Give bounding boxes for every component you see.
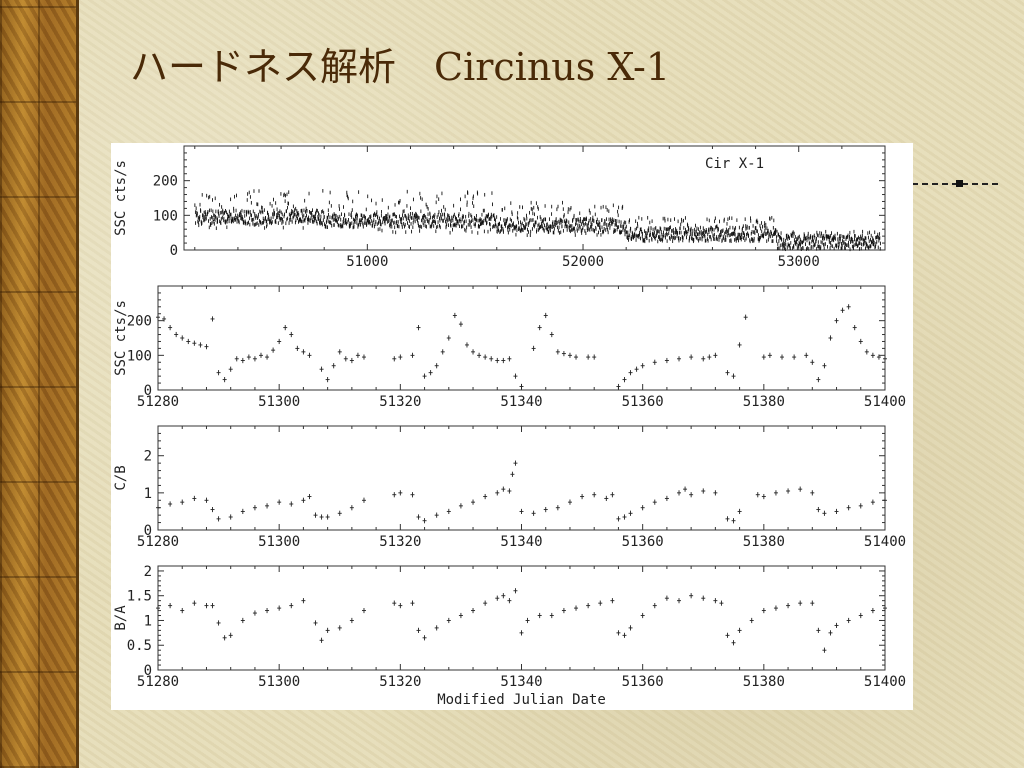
- x-axis-title: Modified Julian Date: [437, 692, 606, 708]
- sidebar-edge-divider: [76, 0, 79, 768]
- plot-frame: [157, 425, 886, 531]
- x-tick-label: 51340: [500, 394, 542, 410]
- x-tick-label: 51320: [379, 394, 421, 410]
- y-tick-label: 200: [153, 174, 178, 190]
- x-tick-label: 51340: [500, 674, 542, 690]
- y-tick-label: 2: [144, 564, 152, 580]
- x-tick-label: 51400: [864, 674, 906, 690]
- data-points: [194, 189, 881, 252]
- plot-frame: [183, 145, 886, 251]
- y-axis-title: SSC cts/s: [113, 300, 129, 376]
- wood-sidebar-decoration: [0, 0, 76, 768]
- plot-frame: [157, 285, 886, 391]
- data-points: [156, 304, 887, 390]
- y-axis-title: B/A: [113, 605, 129, 631]
- x-tick-label: 51320: [379, 674, 421, 690]
- x-tick-label: 51380: [743, 674, 785, 690]
- x-tick-label: 51400: [864, 534, 906, 550]
- x-tick-label: 51380: [743, 394, 785, 410]
- y-tick-label: 0: [144, 383, 152, 399]
- x-tick-label: 51280: [137, 394, 179, 410]
- chart-panel-3: 51280 51300 51320 51340 51360 51380 51400 0 1 2 C/…: [113, 425, 906, 550]
- x-tick-label: 51320: [379, 534, 421, 550]
- x-tick-label: 51280: [137, 534, 179, 550]
- x-tick-label: 53000: [778, 254, 820, 270]
- y-tick-label: 0: [144, 523, 152, 539]
- data-points: [156, 460, 887, 524]
- x-tick-label: 51380: [743, 534, 785, 550]
- chart-annotation: Cir X-1: [705, 156, 764, 172]
- chart-panel-4: 51280 51300 51320 51340 51360 51380 51400 0 0.5 1…: [113, 564, 906, 708]
- chart-panel: 51000 52000 53000 0 100 200 SSC cts/s Cir X-1 51…: [111, 143, 913, 710]
- chart-panel-1: 51000 52000 53000 0 100 200 SSC cts/s Cir X-1: [113, 145, 886, 270]
- x-tick-label: 51280: [137, 674, 179, 690]
- x-tick-label: 51360: [622, 674, 664, 690]
- x-tick-label: 51300: [258, 674, 300, 690]
- y-tick-label: 2: [144, 449, 152, 465]
- y-tick-label: 1.5: [127, 589, 152, 605]
- slide-title: ハードネス解析 Circinus X-1: [130, 45, 671, 89]
- x-tick-label: 51340: [500, 534, 542, 550]
- y-axis-title: C/B: [113, 465, 129, 490]
- data-points: [156, 588, 887, 653]
- x-tick-label: 51360: [622, 534, 664, 550]
- decorative-dashed-line: [912, 183, 998, 187]
- y-tick-label: 200: [127, 314, 152, 330]
- y-tick-label: 100: [153, 208, 178, 224]
- x-tick-label: 51300: [258, 534, 300, 550]
- y-tick-label: 0: [170, 243, 178, 259]
- y-tick-label: 1: [144, 486, 152, 502]
- x-tick-label: 51400: [864, 394, 906, 410]
- x-tick-label: 51000: [346, 254, 388, 270]
- chart-panel-2: 51280 51300 51320 51340 51360 51380 51400 0 100 2…: [113, 285, 906, 410]
- y-tick-label: 0: [144, 663, 152, 679]
- y-axis-title: SSC cts/s: [113, 160, 129, 236]
- plot-frame: [157, 565, 886, 671]
- decorative-square-bullet: [956, 180, 963, 187]
- y-tick-label: 0.5: [127, 638, 152, 654]
- x-tick-label: 51360: [622, 394, 664, 410]
- x-tick-label: 52000: [562, 254, 604, 270]
- y-tick-label: 1: [144, 613, 152, 629]
- x-tick-label: 51300: [258, 394, 300, 410]
- y-tick-label: 100: [127, 348, 152, 364]
